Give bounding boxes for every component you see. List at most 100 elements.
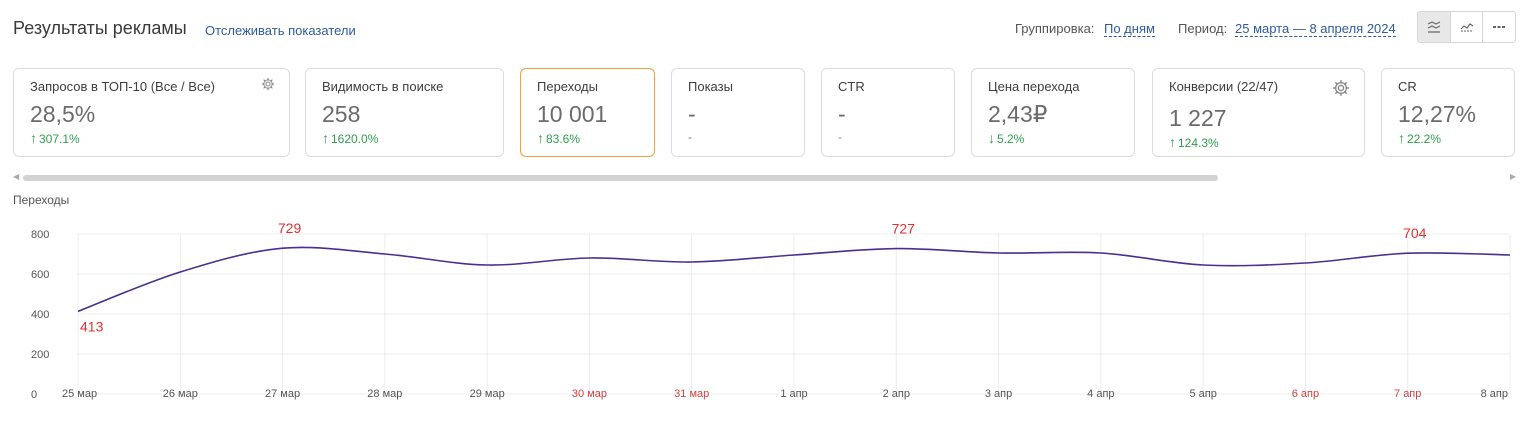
y-tick-label: 200 (31, 349, 49, 361)
table-view-icon (1493, 26, 1506, 28)
metric-value: 12,27% (1398, 101, 1477, 127)
metric-title: Переходы (537, 79, 598, 94)
data-point (485, 263, 489, 267)
metric-value: 2,43₽ (988, 101, 1048, 127)
data-point (792, 253, 796, 257)
x-tick-label: 29 мар (470, 388, 505, 400)
data-point (1406, 251, 1410, 255)
line-chart: 0 200 400 600 800 25 мар 26 мар 27 мар 28 мар 29 … (31, 220, 1512, 401)
metric-delta: ↑ 1620.0% (322, 130, 378, 146)
track-metrics-link[interactable]: Отслеживать показатели (205, 23, 356, 38)
cards-scrollbar[interactable]: ◀ ▶ (13, 172, 1516, 184)
metric-delta-value: 22.2% (1407, 132, 1442, 146)
metric-value: 10 001 (537, 101, 608, 127)
metric-value: 1 227 (1169, 105, 1227, 131)
x-tick-label: 1 апр (780, 388, 807, 400)
series-line (77, 246, 1511, 313)
x-tick-label: 4 апр (1087, 388, 1114, 400)
x-tick-label: 30 мар (572, 388, 607, 400)
metric-card[interactable]: Видимость в поиске 258 ↑ 1620.0% (305, 68, 504, 157)
metric-delta-value: 124.3% (1178, 136, 1219, 150)
x-tick-label: 8 апр (1481, 388, 1508, 400)
data-label: 729 (278, 220, 302, 236)
table-view-button[interactable] (1483, 12, 1515, 42)
metric-title: CR (1398, 79, 1417, 94)
grouping-label: Группировка: (1015, 21, 1095, 36)
data-point (1303, 261, 1307, 265)
data-point (281, 246, 285, 250)
x-tick-label: 3 апр (985, 388, 1012, 400)
metric-card[interactable]: Конверсии (22/47) 1 227 ↑ 124.3% (1152, 68, 1365, 157)
data-point (690, 260, 694, 264)
metric-delta-value: - (688, 130, 692, 144)
data-point (1099, 251, 1103, 255)
data-point (383, 252, 387, 256)
scroll-right-arrow-icon[interactable]: ▶ (1509, 172, 1516, 181)
grouping-dropdown[interactable]: По дням (1104, 21, 1155, 37)
metric-title: Показы (688, 79, 733, 94)
period-picker[interactable]: 25 марта — 8 апреля 2024 (1235, 21, 1396, 37)
sparkline-view-icon (1460, 23, 1473, 32)
metric-title: CTR (838, 79, 865, 94)
metric-delta-value: 307.1% (39, 132, 80, 146)
period-label: Период: (1178, 21, 1228, 36)
data-point (997, 251, 1001, 255)
metric-title: Конверсии (22/47) (1169, 79, 1279, 94)
metric-card[interactable]: Цена перехода 2,43₽ ↓ 5.2% (971, 68, 1135, 157)
scroll-thumb[interactable] (23, 175, 1218, 181)
metric-card[interactable]: Показы - - (671, 68, 805, 157)
scroll-left-arrow-icon[interactable]: ◀ (13, 172, 20, 181)
header: Результаты рекламы Отслеживать показател… (0, 0, 1532, 60)
view-switch (1417, 11, 1516, 43)
metric-delta-value: 5.2% (997, 132, 1025, 146)
x-tick-label: 26 мар (163, 388, 198, 400)
chart-title: Переходы (13, 193, 70, 207)
data-label: 704 (1403, 225, 1427, 241)
y-tick-label: 600 (31, 269, 49, 281)
arrow-up-icon: ↑ (30, 130, 37, 146)
data-point (178, 270, 182, 274)
metric-value: 258 (322, 101, 361, 127)
data-point (587, 256, 591, 260)
arrow-down-icon: ↓ (988, 130, 995, 146)
data-label: 727 (892, 221, 916, 237)
metric-card[interactable]: CTR - - (821, 68, 955, 157)
page-title: Результаты рекламы (13, 18, 187, 38)
metric-delta: ↑ 307.1% (30, 130, 80, 146)
metric-delta-value: - (838, 130, 842, 144)
metric-delta: ↑ 124.3% (1169, 134, 1219, 150)
gear-icon[interactable] (1332, 79, 1350, 102)
data-label: 413 (80, 318, 104, 334)
x-tick-label: 27 мар (265, 388, 300, 400)
x-tick-label: 2 апр (883, 388, 910, 400)
x-tick-label: 28 мар (367, 388, 402, 400)
x-tick-label: 5 апр (1189, 388, 1216, 400)
arrow-up-icon: ↑ (322, 130, 329, 146)
y-tick-label: 0 (31, 389, 37, 401)
metric-card[interactable]: Переходы 10 001 ↑ 83.6% (520, 68, 655, 157)
metric-delta-value: 83.6% (546, 132, 581, 146)
data-point (894, 247, 898, 251)
chart-view-icon (1427, 21, 1441, 33)
metric-title: Цена перехода (988, 79, 1080, 94)
metric-card[interactable]: CR 12,27% ↑ 22.2% (1381, 68, 1515, 157)
gear-icon[interactable] (261, 77, 275, 96)
metric-value: 28,5% (30, 101, 96, 127)
metric-delta: ↓ 5.2% (988, 130, 1024, 146)
data-point (1201, 263, 1205, 267)
metric-delta: - (688, 130, 692, 144)
x-tick-label: 7 апр (1394, 388, 1421, 400)
data-point (76, 309, 80, 313)
chart-view-button[interactable] (1418, 12, 1451, 42)
y-tick-label: 800 (31, 229, 49, 241)
data-point (1508, 253, 1512, 257)
metric-card[interactable]: Запросов в ТОП-10 (Все / Все) 28,5% ↑ 307.1… (13, 68, 290, 157)
x-tick-label: 31 мар (674, 388, 709, 400)
metric-delta: - (838, 130, 842, 144)
arrow-up-icon: ↑ (1398, 130, 1405, 146)
y-tick-label: 400 (31, 309, 49, 321)
metric-value: - (838, 101, 846, 127)
x-tick-label: 6 апр (1292, 388, 1319, 400)
sparkline-view-button[interactable] (1451, 12, 1484, 42)
arrow-up-icon: ↑ (537, 130, 544, 146)
